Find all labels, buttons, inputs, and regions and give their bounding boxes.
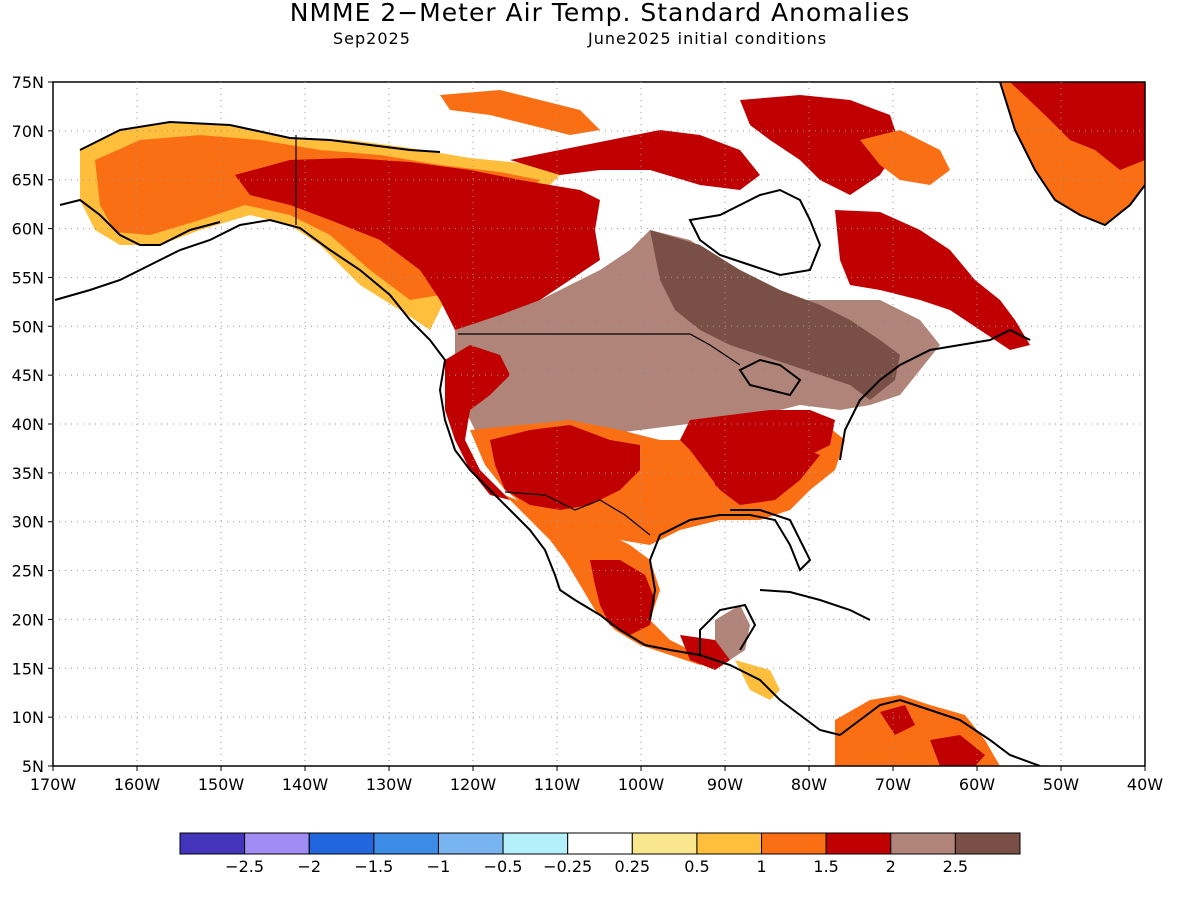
lon-tick-label: 50W: [1043, 775, 1079, 794]
initial-conditions-label: June2025 initial conditions: [588, 29, 828, 48]
lat-tick-label: 60N: [12, 220, 44, 239]
lat-tick-label: 65N: [12, 171, 44, 190]
map-title: NMME 2−Meter Air Temp. Standard Anomalie…: [289, 0, 911, 27]
shading-mexico-red: [590, 560, 655, 635]
boundary-us-canada: [458, 333, 741, 366]
colorbar-label: 2.5: [942, 857, 969, 876]
colorbar-label: 1.5: [813, 857, 839, 876]
coastlines: [54, 82, 1145, 766]
colorbar-label: 0.25: [614, 857, 651, 876]
coast-south-america: [839, 698, 1041, 766]
lon-tick-label: 170W: [30, 775, 77, 794]
shading-arctic-orange-2: [860, 130, 950, 185]
colorbar-label: 0.5: [684, 857, 710, 876]
graticule: [53, 82, 1145, 766]
lat-tick-label: 20N: [12, 610, 44, 629]
lat-tick-label: 55N: [12, 268, 44, 287]
lat-tick-label: 15N: [12, 659, 44, 678]
lon-tick-label: 160W: [114, 775, 161, 794]
lon-tick-label: 40W: [1127, 775, 1163, 794]
shading-central-darkbrown: [650, 230, 900, 400]
colorbar-label: −2.5: [225, 857, 265, 876]
lon-tick-label: 130W: [366, 775, 413, 794]
coast-greenland: [999, 82, 1145, 227]
lon-tick-label: 150W: [198, 775, 245, 794]
shading-southwest-red: [490, 425, 640, 510]
shading-west-coast-red: [445, 345, 510, 500]
colorbar-label: −0.25: [543, 857, 593, 876]
colorbar-label: −1: [426, 857, 451, 876]
lat-tick-label: 75N: [12, 73, 44, 92]
colorbar-label: −2: [297, 857, 322, 876]
valid-month-label: Sep2025: [333, 29, 411, 48]
lon-tick-label: 80W: [791, 775, 827, 794]
shading-greenland-red: [1010, 82, 1145, 170]
lat-tick-label: 10N: [12, 708, 44, 727]
lat-tick-label: 30N: [12, 513, 44, 532]
colorbar-label: 2: [885, 857, 896, 876]
shading-venezuela-red: [880, 705, 915, 735]
colorbar-label: −1.5: [354, 857, 394, 876]
shading-baffin-red: [740, 95, 900, 195]
lon-tick-label: 100W: [618, 775, 665, 794]
shading-southeast-lightred: [710, 440, 820, 505]
lat-tick-label: 40N: [12, 415, 44, 434]
coast-hudson-bay: [688, 188, 822, 277]
lat-tick-label: 35N: [12, 464, 44, 483]
lon-tick-label: 110W: [534, 775, 581, 794]
lon-tick-label: 140W: [282, 775, 329, 794]
anomaly-shading: [80, 82, 1145, 766]
shading-arctic-islands: [510, 130, 760, 190]
lat-tick-label: 50N: [12, 317, 44, 336]
lon-tick-label: 60W: [959, 775, 995, 794]
lon-tick-label: 120W: [450, 775, 497, 794]
coast-north-america: [54, 120, 1031, 736]
lon-tick-label: 70W: [875, 775, 911, 794]
lat-tick-label: 5N: [22, 757, 44, 776]
lat-tick-label: 25N: [12, 562, 44, 581]
shading-canada-west-red: [235, 158, 600, 330]
lon-tick-label: 90W: [707, 775, 743, 794]
coast-cuba: [759, 589, 871, 621]
colorbar-label: −0.5: [483, 857, 523, 876]
lat-tick-label: 45N: [12, 366, 44, 385]
axis-labels: 75N 70N 65N 60N 55N 50N 45N 40N 35N 30N 25N 20N 15N 1…: [12, 73, 1164, 794]
shading-quebec-red: [835, 210, 1030, 350]
colorbar-label: 1: [756, 857, 767, 876]
shading-arctic-orange: [440, 90, 600, 135]
coast-great-lakes: [738, 358, 802, 397]
boundaries: [295, 135, 741, 536]
boundary-us-mexico: [504, 491, 651, 536]
lat-tick-label: 70N: [12, 122, 44, 141]
shading-guyana-red: [930, 735, 985, 766]
